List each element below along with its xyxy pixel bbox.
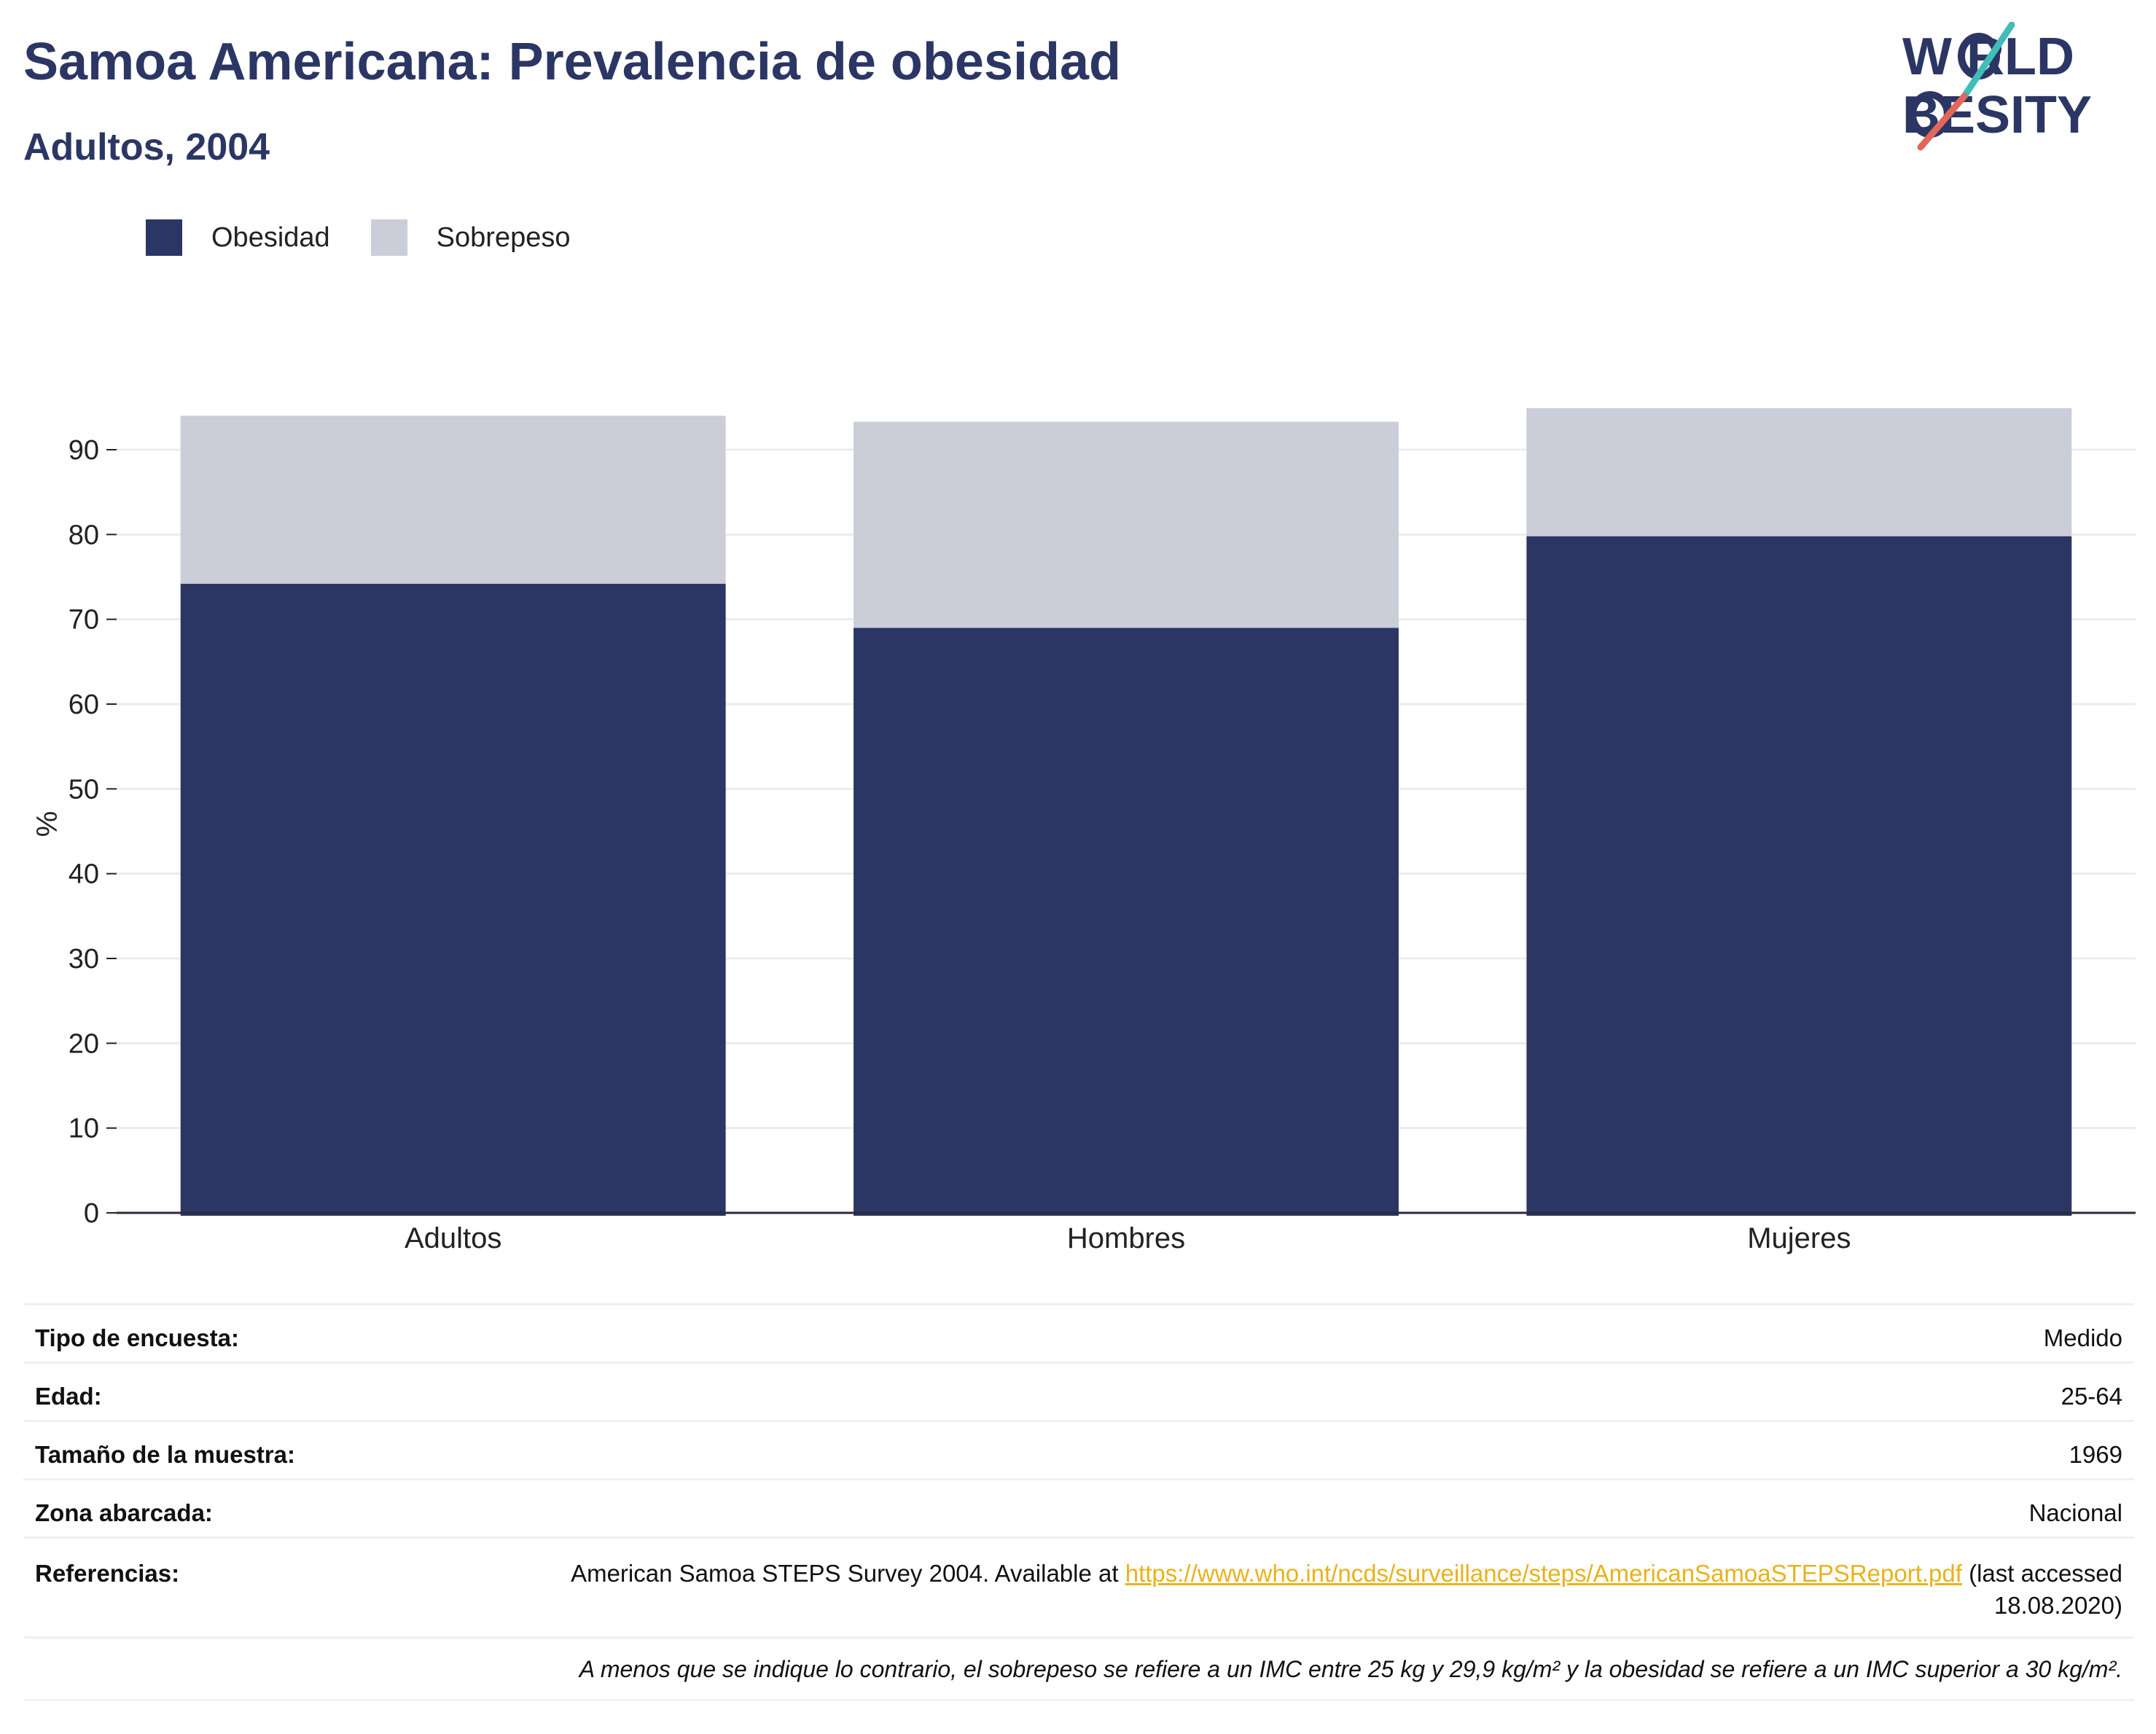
y-tick-label: 50 — [69, 774, 99, 805]
info-row-age: Edad: 25-64 — [23, 1362, 2134, 1421]
bar-sobrepeso-hombres[interactable] — [854, 421, 1399, 628]
info-row-area: Zona abarcada: Nacional — [23, 1478, 2134, 1538]
legend-item-obesidad[interactable]: Obesidad — [146, 219, 330, 256]
legend-label-sobrepeso: Sobrepeso — [436, 222, 571, 253]
info-value: Nacional — [484, 1478, 2134, 1538]
y-tick-label: 90 — [69, 435, 99, 466]
bar-sobrepeso-mujeres[interactable] — [1526, 407, 2072, 536]
bar-sobrepeso-adultos[interactable] — [180, 415, 726, 584]
info-value: 1969 — [484, 1420, 2134, 1480]
legend-swatch-obesidad — [146, 219, 182, 256]
logo-slash-red — [1917, 93, 1968, 151]
y-tick-label: 40 — [69, 859, 99, 890]
references-text-after: (last accessed 18.08.2020) — [1961, 1560, 2122, 1619]
y-tick-label: 30 — [69, 944, 99, 975]
info-row-references: Referencias: American Samoa STEPS Survey… — [23, 1536, 2134, 1638]
y-tick-label: 20 — [69, 1028, 99, 1059]
y-tick-label: 60 — [69, 690, 99, 720]
info-row-survey-type: Tipo de encuesta: Medido — [23, 1303, 2134, 1363]
x-category-label: Hombres — [1067, 1222, 1185, 1254]
x-category-label: Adultos — [405, 1222, 501, 1254]
references-text: American Samoa STEPS Survey 2004. Availa… — [571, 1560, 1125, 1587]
info-key: Edad: — [23, 1362, 484, 1421]
y-axis-ticks: 0 10 20 30 40 50 60 70 80 90 — [69, 435, 117, 1229]
bar-obesidad-adultos[interactable] — [180, 583, 726, 1216]
info-key: Referencias: — [23, 1536, 484, 1638]
info-value: 25-64 — [484, 1362, 2134, 1421]
world-obesity-logo: W RLD BESITY — [1902, 22, 2092, 151]
info-key: Tamaño de la muestra: — [23, 1420, 484, 1480]
info-key: Zona abarcada: — [23, 1478, 484, 1538]
survey-info-table: Tipo de encuesta: Medido Edad: 25-64 Tam… — [23, 1303, 2134, 1701]
info-key: Tipo de encuesta: — [23, 1303, 484, 1363]
stacked-bar-chart: 0 10 20 30 40 50 60 70 80 90 Adultos Hombres Mujere… — [31, 407, 2136, 1254]
info-row-sample-size: Tamaño de la muestra: 1969 — [23, 1420, 2134, 1480]
y-tick-label: 80 — [69, 520, 99, 550]
legend-item-sobrepeso[interactable]: Sobrepeso — [370, 219, 571, 256]
x-category-label: Mujeres — [1747, 1222, 1851, 1254]
chart-subtitle: Adultos, 2004 — [23, 126, 270, 168]
logo-slash-teal — [1961, 22, 2015, 100]
info-value: Medido — [484, 1303, 2134, 1363]
references-link[interactable]: https://www.who.int/ncds/surveillance/st… — [1125, 1560, 1962, 1587]
info-row-note: A menos que se indique lo contrario, el … — [23, 1636, 2134, 1701]
legend-label-obesidad: Obesidad — [211, 222, 330, 253]
bars — [180, 407, 2072, 1216]
chart-title: Samoa Americana: Prevalencia de obesidad — [23, 33, 1121, 91]
chart-legend: Obesidad Sobrepeso — [146, 217, 611, 258]
bar-obesidad-mujeres[interactable] — [1526, 536, 2072, 1216]
y-tick-label: 0 — [84, 1198, 99, 1229]
definition-note: A menos que se indique lo contrario, el … — [23, 1636, 2134, 1701]
x-axis-labels: Adultos Hombres Mujeres — [405, 1222, 1851, 1254]
references-value: American Samoa STEPS Survey 2004. Availa… — [484, 1536, 2134, 1638]
y-tick-label: 70 — [69, 605, 99, 636]
y-axis-title: % — [31, 811, 63, 837]
y-tick-label: 10 — [69, 1114, 99, 1144]
bar-obesidad-hombres[interactable] — [854, 628, 1399, 1216]
legend-swatch-sobrepeso — [370, 219, 407, 256]
